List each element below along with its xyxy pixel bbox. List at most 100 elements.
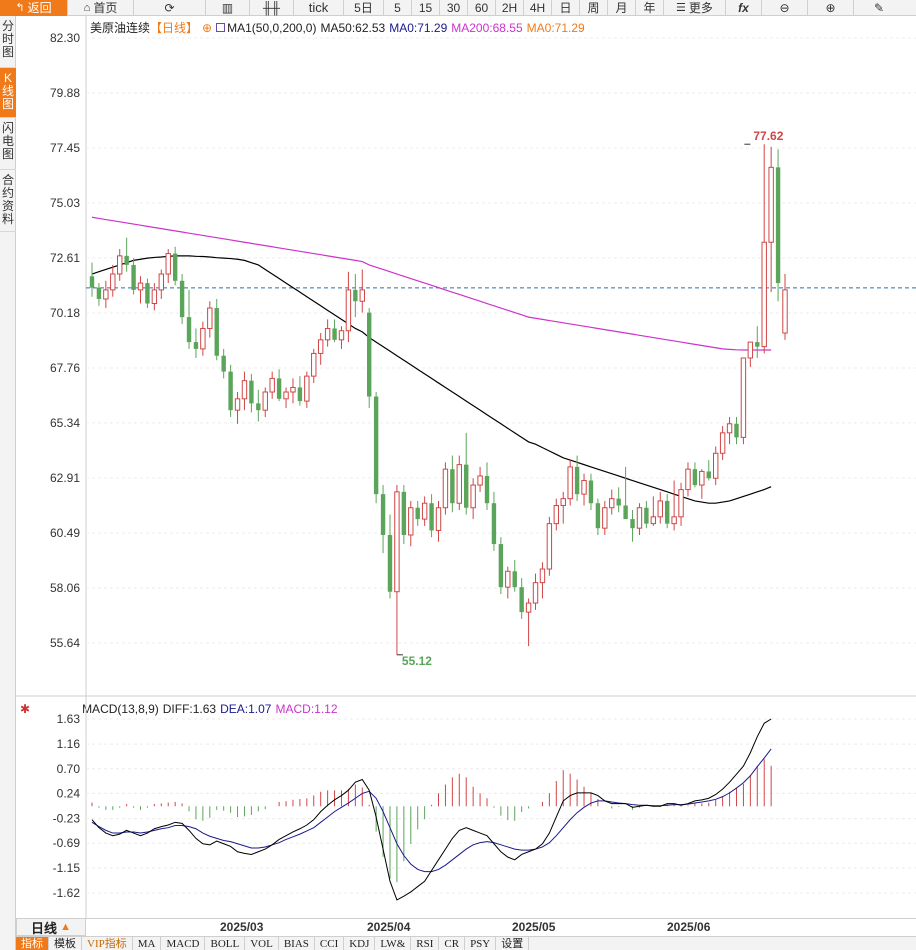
- interval-5d[interactable]: 5日: [344, 0, 384, 16]
- candle-body: [117, 255, 123, 275]
- low-price-label: 55.12: [402, 654, 432, 668]
- tab-settings[interactable]: 设置: [496, 937, 530, 950]
- candle-body: [630, 519, 635, 529]
- candle-body: [574, 466, 580, 495]
- candle-body: [602, 507, 608, 529]
- candle-body: [782, 289, 788, 334]
- indicator-tabs: 指标 模板 VIP指标 MA MACD BOLL VOL BIAS CCI KD…: [16, 936, 916, 950]
- candle-body: [276, 378, 282, 399]
- price-tick-label: 70.18: [50, 306, 80, 320]
- more-button[interactable]: ☰ 更多: [664, 0, 726, 16]
- home-button[interactable]: ⌂ 首页: [68, 0, 134, 16]
- tab-template[interactable]: 模板: [49, 937, 82, 950]
- ma0-value-b: MA0:71.29: [526, 21, 585, 35]
- interval-year[interactable]: 年: [636, 0, 664, 16]
- candle-body: [249, 380, 254, 404]
- date-label: 2025/05: [512, 920, 556, 934]
- settings-icon[interactable]: ⊕: [202, 21, 213, 35]
- tab-flash[interactable]: 闪电图: [0, 118, 16, 170]
- candle-body: [678, 489, 684, 518]
- interval-2h[interactable]: 2H: [496, 0, 524, 16]
- tab-cr[interactable]: CR: [439, 937, 466, 950]
- candle-body: [96, 287, 102, 299]
- interval-4h[interactable]: 4H: [524, 0, 552, 16]
- candle-body: [241, 380, 248, 400]
- bar-chart-icon: ▥: [221, 1, 234, 15]
- zoom-in-icon: ⊕: [825, 1, 836, 15]
- macd-tick-label: -0.23: [53, 812, 81, 826]
- tab-vol[interactable]: VOL: [245, 937, 279, 950]
- candle-body: [588, 480, 594, 504]
- tab-kline[interactable]: K线图: [0, 68, 16, 118]
- tab-bias[interactable]: BIAS: [279, 937, 315, 950]
- candle-body: [505, 570, 511, 588]
- price-tick-label: 77.45: [50, 141, 80, 155]
- pencil-icon: ✎: [873, 1, 885, 15]
- period-button[interactable]: 日线 ▲: [16, 918, 86, 936]
- interval-month[interactable]: 月: [608, 0, 636, 16]
- candle-body: [498, 544, 504, 588]
- candle-body: [595, 503, 601, 529]
- candle-body: [553, 504, 560, 525]
- candle-body: [435, 507, 442, 531]
- tick-button[interactable]: tick: [294, 0, 344, 16]
- candle-body: [207, 307, 213, 329]
- candle-body: [464, 464, 469, 508]
- back-button[interactable]: ↰ 返回: [0, 0, 68, 16]
- candle-body: [338, 330, 345, 341]
- tab-vip-indicators[interactable]: VIP指标: [82, 937, 133, 950]
- candle-body: [747, 341, 754, 359]
- date-label: 2025/06: [667, 920, 711, 934]
- tab-ma[interactable]: MA: [133, 937, 162, 950]
- tab-cci[interactable]: CCI: [315, 937, 345, 950]
- interval-week[interactable]: 周: [580, 0, 608, 16]
- tab-rsi[interactable]: RSI: [411, 937, 440, 950]
- candle-body: [664, 500, 670, 524]
- tab-boll[interactable]: BOLL: [205, 937, 246, 950]
- candle-body: [650, 516, 657, 525]
- high-price-label: 77.62: [753, 129, 783, 143]
- refresh-button[interactable]: ⟳: [134, 0, 206, 16]
- tab-lwr[interactable]: LW&: [375, 937, 412, 950]
- price-tick-label: 62.91: [50, 471, 80, 485]
- tab-psy[interactable]: PSY: [465, 937, 497, 950]
- triangle-up-icon: ▲: [60, 921, 71, 933]
- chart-canvas[interactable]: 82.30 79.88 77.45 75.03 72.61 70.18 67.76 65.34…: [16, 16, 916, 918]
- interval-15m[interactable]: 15: [412, 0, 440, 16]
- tab-timeshare[interactable]: 分时图: [0, 16, 16, 68]
- zoom-out-button[interactable]: ⊖: [762, 0, 808, 16]
- interval-30m[interactable]: 30: [440, 0, 468, 16]
- candle-body: [380, 494, 386, 535]
- candle-body: [401, 491, 407, 535]
- tab-kdj[interactable]: KDJ: [344, 937, 376, 950]
- formula-button[interactable]: fx: [726, 0, 762, 16]
- candle-body: [560, 498, 566, 506]
- macd-tick-label: -1.15: [53, 861, 81, 875]
- candle-body: [609, 498, 615, 509]
- candle-body: [657, 500, 663, 518]
- tab-indicators[interactable]: 指标: [16, 937, 49, 950]
- tab-contract-info[interactable]: 合约资料: [0, 170, 16, 232]
- zoom-in-button[interactable]: ⊕: [808, 0, 854, 16]
- candle-body: [616, 498, 621, 506]
- diff-line: [91, 718, 772, 901]
- candle-body: [145, 283, 150, 304]
- macd-settings-icon[interactable]: ✱: [20, 702, 31, 716]
- candle-button[interactable]: ╫╫: [250, 0, 294, 16]
- candle-body: [429, 503, 434, 531]
- candle-body: [234, 398, 241, 411]
- candle-body: [525, 602, 532, 613]
- price-tick-label: 75.03: [50, 196, 80, 210]
- candle-body: [137, 282, 144, 291]
- interval-60m[interactable]: 60: [468, 0, 496, 16]
- candle-body: [567, 466, 573, 500]
- macd-legend: ✱ MACD(13,8,9) DIFF:1.63 DEA:1.07 MACD:1.12: [20, 702, 342, 716]
- macd-tick-label: -0.69: [53, 836, 81, 850]
- interval-5m[interactable]: 5: [384, 0, 412, 16]
- chart-type-button[interactable]: ▥: [206, 0, 250, 16]
- candle-body: [470, 484, 476, 509]
- interval-day[interactable]: 日: [552, 0, 580, 16]
- tab-macd[interactable]: MACD: [161, 937, 206, 950]
- macd-name: MACD(13,8,9): [82, 702, 159, 716]
- draw-tool-button[interactable]: ✎: [854, 0, 904, 16]
